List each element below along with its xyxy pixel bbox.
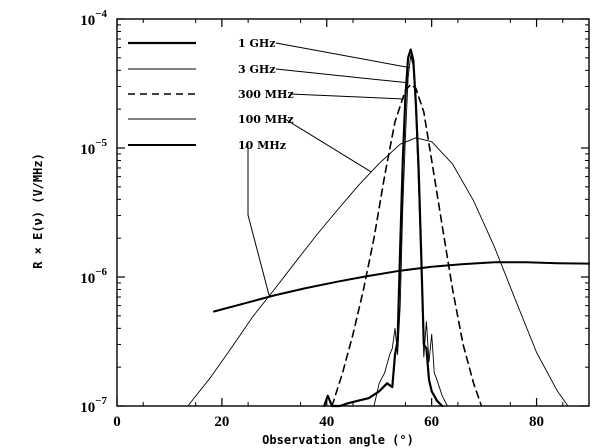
series-100-mhz [187,137,569,407]
leader-line [275,68,409,84]
x-tick-label: 80 [529,414,544,430]
legend-leader-lines [245,42,410,296]
y-tick-label: 10−6 [80,266,107,287]
series-10-mhz [213,261,590,313]
leader-line [289,93,404,100]
x-tick-label: 20 [214,414,229,430]
leader-line [284,118,372,173]
series-300-mhz [331,83,483,407]
x-axis-label: Observation angle (°) [262,433,414,447]
legend-label: 1 GHz [238,37,276,50]
x-tick-label: 40 [319,414,334,430]
y-tick-label: 10−5 [80,137,107,158]
series-1-ghz [323,48,444,408]
x-tick-label: 60 [424,414,439,430]
y-axis-label: R × E(ν) (V/MHz) [31,153,45,269]
ticks: 0 20 40 60 80 10−7 10−6 10−5 10−4 [80,8,589,430]
series-3-ghz [373,55,448,407]
legend: 1 GHz 3 GHz 300 MHz 100 MHz 10 MHz [128,37,294,152]
series-layer [187,48,590,408]
leader-line [245,146,270,296]
y-tick-label: 10−4 [80,8,107,29]
leader-line [275,42,410,69]
legend-label: 10 MHz [238,139,286,152]
legend-label: 100 MHz [238,113,294,126]
y-tick-label: 10−7 [80,395,107,416]
x-tick-label: 0 [113,414,121,430]
legend-label: 3 GHz [238,63,276,76]
legend-label: 300 MHz [238,88,294,101]
